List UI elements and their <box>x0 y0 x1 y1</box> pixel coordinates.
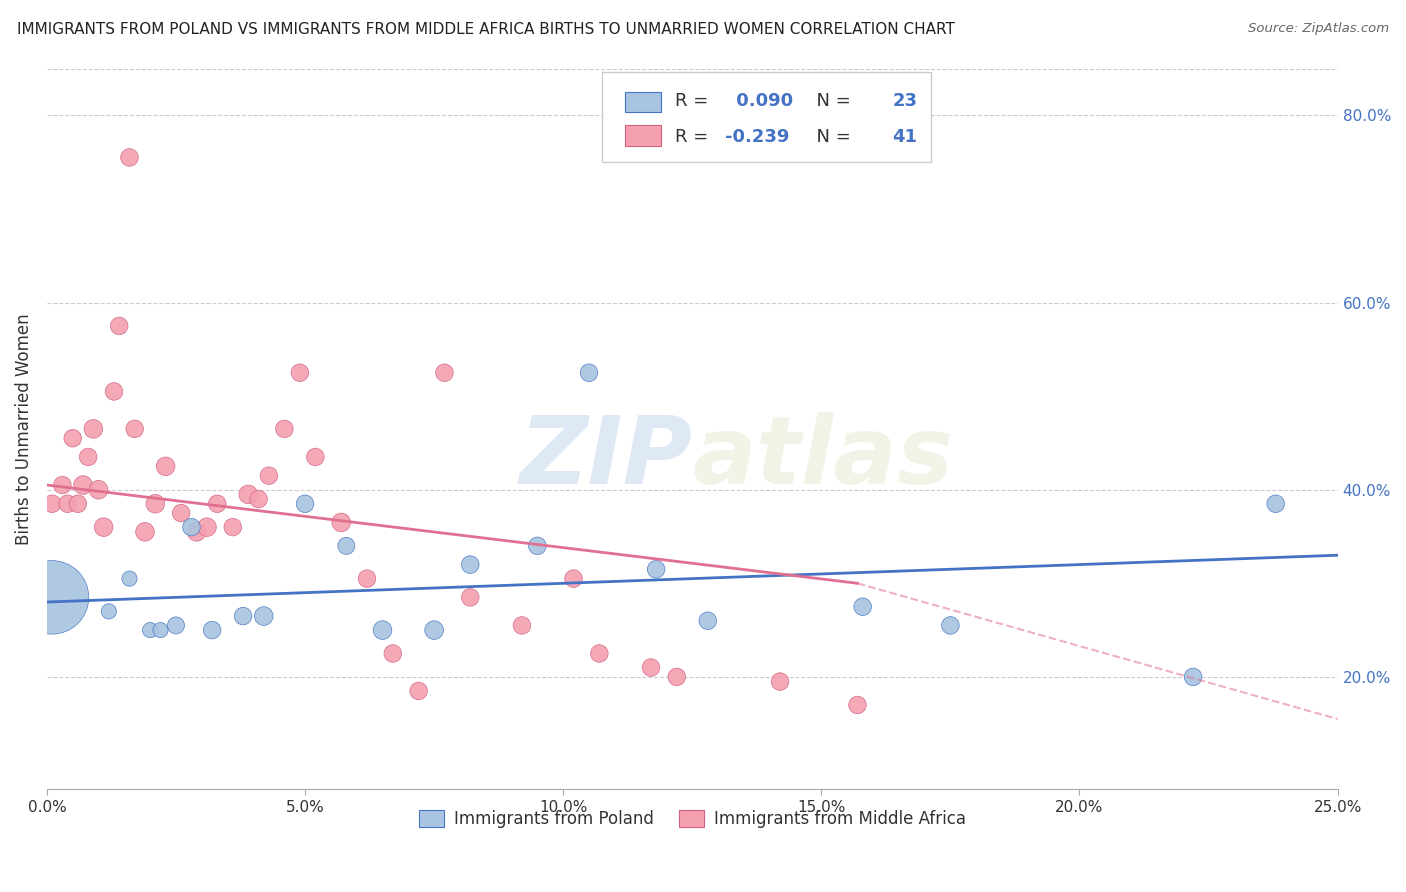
Point <box>253 609 276 624</box>
Point <box>578 366 600 380</box>
Text: N =: N = <box>804 92 856 110</box>
Point <box>288 366 311 380</box>
Text: 23: 23 <box>893 92 917 110</box>
Point <box>423 623 446 637</box>
Point <box>97 604 120 618</box>
Point <box>195 520 218 534</box>
Point <box>82 422 104 436</box>
Point <box>381 647 404 661</box>
Point <box>93 520 115 534</box>
Text: 41: 41 <box>893 128 917 146</box>
Point <box>118 572 141 586</box>
Point <box>180 520 202 534</box>
Point <box>1264 497 1286 511</box>
Text: 0.090: 0.090 <box>730 92 793 110</box>
Point <box>526 539 548 553</box>
Bar <box>626 126 661 145</box>
Point <box>371 623 394 637</box>
Point <box>143 497 166 511</box>
Point <box>458 558 481 572</box>
Point <box>356 572 378 586</box>
Point <box>304 450 326 464</box>
Text: Source: ZipAtlas.com: Source: ZipAtlas.com <box>1249 22 1389 36</box>
Point <box>273 422 295 436</box>
Point <box>103 384 125 399</box>
Point <box>433 366 456 380</box>
Text: ZIP: ZIP <box>519 412 692 504</box>
Bar <box>626 92 661 112</box>
Legend: Immigrants from Poland, Immigrants from Middle Africa: Immigrants from Poland, Immigrants from … <box>412 804 973 835</box>
Point <box>665 670 688 684</box>
Point <box>87 483 110 497</box>
Point <box>939 618 962 632</box>
Point <box>330 516 353 530</box>
Text: R =: R = <box>675 92 714 110</box>
Point <box>41 497 63 511</box>
Point <box>257 468 280 483</box>
Point <box>139 623 162 637</box>
Point <box>294 497 316 511</box>
Y-axis label: Births to Unmarried Women: Births to Unmarried Women <box>15 313 32 545</box>
Point <box>846 698 869 712</box>
Point <box>56 497 79 511</box>
Point <box>238 487 260 501</box>
Point <box>62 431 84 445</box>
Point <box>640 660 662 674</box>
Text: R =: R = <box>675 128 714 146</box>
Text: IMMIGRANTS FROM POLAND VS IMMIGRANTS FROM MIDDLE AFRICA BIRTHS TO UNMARRIED WOME: IMMIGRANTS FROM POLAND VS IMMIGRANTS FRO… <box>17 22 955 37</box>
Point <box>165 618 187 632</box>
Point <box>408 684 430 698</box>
Point <box>222 520 245 534</box>
Text: N =: N = <box>804 128 856 146</box>
Point <box>170 506 193 520</box>
Point <box>645 562 668 576</box>
Point <box>155 459 177 474</box>
Point <box>201 623 224 637</box>
Point <box>149 623 172 637</box>
Point <box>41 591 63 605</box>
Point <box>769 674 792 689</box>
Point <box>77 450 100 464</box>
Point <box>108 318 131 333</box>
Point <box>66 497 89 511</box>
Point <box>247 491 270 506</box>
Text: atlas: atlas <box>692 412 953 504</box>
FancyBboxPatch shape <box>602 72 931 162</box>
Point <box>72 478 94 492</box>
Point <box>124 422 146 436</box>
Point <box>186 524 208 539</box>
Point <box>510 618 533 632</box>
Point <box>134 524 156 539</box>
Point <box>335 539 357 553</box>
Point <box>207 497 229 511</box>
Point <box>562 572 585 586</box>
Point <box>696 614 718 628</box>
Point <box>852 599 875 614</box>
Point <box>1182 670 1205 684</box>
Point <box>458 591 481 605</box>
Text: -0.239: -0.239 <box>724 128 789 146</box>
Point <box>51 478 73 492</box>
Point <box>588 647 610 661</box>
Point <box>118 150 141 164</box>
Point <box>232 609 254 624</box>
